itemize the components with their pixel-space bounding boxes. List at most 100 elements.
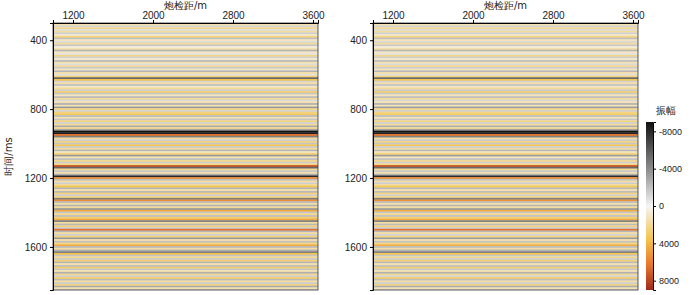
amplitude-cell	[53, 43, 318, 45]
amplitude-cell	[373, 232, 638, 234]
amplitude-cell	[373, 26, 638, 28]
amplitude-cell	[373, 250, 638, 252]
y-tick-label: 400	[350, 35, 367, 46]
amplitude-cell	[373, 258, 638, 260]
amplitude-cell	[53, 60, 318, 62]
amplitude-cell	[53, 120, 318, 122]
colorbar-tick	[653, 206, 656, 207]
amplitude-cell	[373, 58, 638, 60]
amplitude-cell	[53, 144, 318, 146]
amplitude-cell	[373, 134, 638, 136]
amplitude-cell	[373, 153, 638, 155]
amplitude-cell	[373, 24, 638, 26]
amplitude-cell	[53, 162, 318, 164]
x-tick-label: 1200	[62, 10, 85, 21]
y-tick	[50, 178, 53, 179]
amplitude-cell	[373, 141, 638, 143]
amplitude-cell	[53, 212, 318, 214]
amplitude-cell	[53, 244, 318, 246]
amplitude-cell	[373, 74, 638, 76]
amplitude-cell	[53, 241, 318, 243]
colorbar-tick-label: 8000	[659, 276, 679, 286]
amplitude-cell	[373, 129, 638, 131]
x-axis-line	[374, 20, 639, 24]
amplitude-cell	[53, 191, 318, 193]
x-tick-label: 3600	[622, 10, 645, 21]
x-tick-group: 2800	[222, 10, 245, 23]
y-tick-label: 1200	[345, 173, 368, 184]
amplitude-cell	[53, 225, 318, 227]
amplitude-cell	[53, 272, 318, 274]
amplitude-cell	[373, 179, 638, 181]
amplitude-cell	[53, 138, 318, 140]
amplitude-cell	[373, 246, 638, 248]
amplitude-cell	[53, 81, 318, 83]
amplitude-cell	[53, 167, 318, 169]
amplitude-cell	[53, 32, 318, 34]
amplitude-cell	[53, 139, 318, 141]
amplitude-cell	[53, 127, 318, 129]
amplitude-cell	[53, 45, 318, 47]
amplitude-cell	[373, 115, 638, 117]
amplitude-cell	[53, 170, 318, 172]
amplitude-cell	[53, 287, 318, 289]
amplitude-cell	[373, 188, 638, 190]
amplitude-cell	[53, 38, 318, 40]
amplitude-cell	[373, 148, 638, 150]
colorbar-tick	[653, 281, 656, 282]
amplitude-cell	[53, 213, 318, 215]
amplitude-cell	[53, 94, 318, 96]
amplitude-cell	[53, 281, 318, 283]
amplitude-cell	[53, 279, 318, 281]
amplitude-cell	[373, 263, 638, 265]
amplitude-cell	[53, 262, 318, 264]
amplitude-cell	[53, 182, 318, 184]
amplitude-cell	[53, 41, 318, 43]
amplitude-cell	[53, 29, 318, 31]
amplitude-cell	[53, 217, 318, 219]
amplitude-cell	[373, 93, 638, 95]
amplitude-cell	[373, 236, 638, 238]
y-tick-group: 800	[30, 104, 53, 115]
amplitude-cell	[53, 231, 318, 233]
amplitude-cell	[53, 265, 318, 267]
amplitude-cell	[53, 165, 318, 167]
amplitude-cell	[373, 132, 638, 134]
amplitude-cell	[53, 103, 318, 105]
amplitude-cell	[373, 34, 638, 36]
amplitude-cell	[53, 70, 318, 72]
amplitude-cell	[373, 268, 638, 270]
y-axis-title: 时间/ms	[3, 137, 14, 175]
y-tick	[50, 40, 53, 41]
amplitude-cell	[53, 174, 318, 176]
x-tick-group: 1200	[382, 10, 405, 23]
amplitude-cell	[53, 158, 318, 160]
amplitude-cell	[373, 198, 638, 200]
amplitude-cell	[373, 144, 638, 146]
amplitude-cell	[53, 148, 318, 150]
amplitude-cell	[53, 200, 318, 202]
amplitude-cell	[373, 262, 638, 264]
amplitude-cell	[373, 107, 638, 109]
amplitude-cell	[53, 134, 318, 136]
amplitude-cell	[53, 274, 318, 276]
amplitude-cell	[53, 88, 318, 90]
amplitude-cell	[53, 63, 318, 65]
amplitude-cell	[373, 206, 638, 208]
amplitude-cell	[373, 151, 638, 153]
amplitude-cell	[53, 96, 318, 98]
amplitude-cell	[53, 258, 318, 260]
amplitude-cell	[53, 193, 318, 195]
x-tick-label: 1200	[382, 10, 405, 21]
y-tick-label: 1600	[25, 242, 48, 253]
amplitude-cell	[373, 103, 638, 105]
amplitude-cell	[373, 272, 638, 274]
amplitude-cell	[373, 177, 638, 179]
y-tick	[370, 40, 373, 41]
amplitude-cell	[53, 57, 318, 59]
colorbar-tick-label: 4000	[659, 239, 679, 249]
amplitude-cell	[373, 62, 638, 64]
amplitude-cell	[53, 275, 318, 277]
amplitude-cell	[373, 253, 638, 255]
y-tick-label: 800	[30, 104, 47, 115]
